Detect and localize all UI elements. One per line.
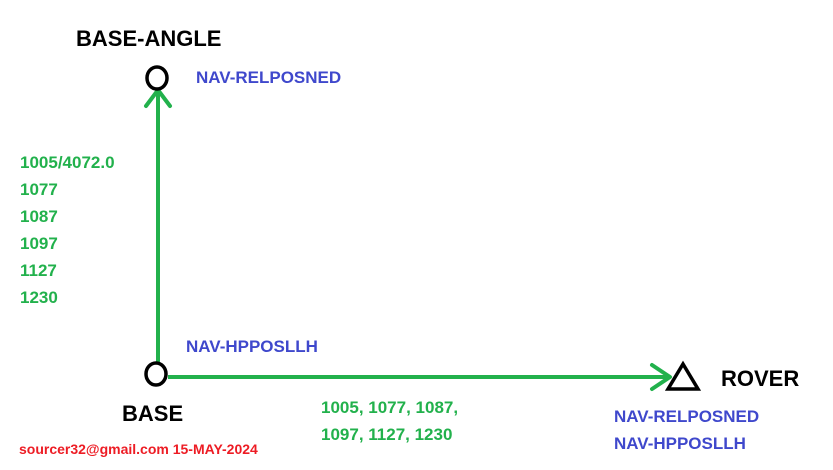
- arrow-base-to-base-angle: [144, 88, 172, 362]
- rover-label: ROVER: [721, 366, 800, 391]
- base-message: NAV-HPPOSLLH: [186, 337, 318, 356]
- base-angle-node-circle: [145, 65, 169, 91]
- rover-node-triangle: [664, 360, 702, 391]
- base-label: BASE: [122, 401, 184, 426]
- rtcm-horizontal-line-1: 1005, 1077, 1087,: [321, 398, 459, 417]
- rtcm-vertical-item: 1005/4072.0: [20, 153, 115, 172]
- base-node-circle: [144, 361, 168, 387]
- arrow-base-to-rover: [168, 363, 672, 391]
- rtcm-vertical-item: 1230: [20, 288, 58, 307]
- rover-message-2: NAV-HPPOSLLH: [614, 434, 746, 453]
- rtcm-vertical-item: 1087: [20, 207, 58, 226]
- rtcm-vertical-item: 1127: [20, 261, 57, 280]
- credit-email: sourcer32@gmail.com: [19, 441, 169, 457]
- rtcm-vertical-item: 1097: [20, 234, 58, 253]
- rover-message-1: NAV-RELPOSNED: [614, 407, 760, 426]
- rtcm-horizontal-line-2: 1097, 1127, 1230: [321, 425, 453, 444]
- rtcm-vertical-item: 1077: [20, 180, 58, 199]
- credit-line: sourcer32@gmail.com 15-MAY-2024: [19, 442, 258, 456]
- credit-date: 15-MAY-2024: [172, 441, 258, 457]
- base-angle-message: NAV-RELPOSNED: [196, 68, 342, 87]
- base-angle-label: BASE-ANGLE: [76, 26, 222, 51]
